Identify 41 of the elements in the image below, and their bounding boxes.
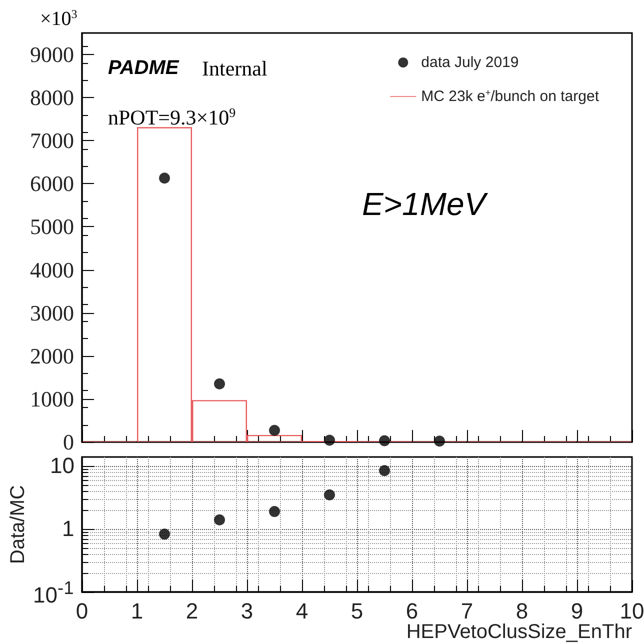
x-tick-label: 10: [620, 598, 644, 624]
y-tick-label: 10$^{-1}$: [33, 576, 74, 607]
point: [269, 506, 280, 518]
x-tick-label: 3: [240, 598, 254, 624]
y-tick-label: 6000: [30, 171, 74, 196]
y-tick-label: 1: [62, 516, 74, 542]
y-tick-label: 1000: [30, 386, 74, 412]
x-tick-label: 6: [406, 598, 418, 624]
x-tick-label: 9: [570, 598, 584, 624]
point: [214, 514, 225, 526]
y-axis-title: Data/MC: [7, 485, 29, 564]
x-tick-label: 8: [516, 598, 528, 624]
x-tick-label: 7: [460, 598, 474, 624]
x-tick-label: 4: [296, 598, 308, 624]
x-tick-label: 1: [130, 598, 144, 624]
point: [379, 465, 390, 476]
annotation: Internal: [202, 56, 268, 80]
y-tick-label: 10: [50, 453, 74, 478]
x-axis-title: HEPVetoClusSize_EnThr: [406, 621, 632, 643]
y-tick-label: 7000: [30, 128, 74, 154]
point: [379, 435, 390, 446]
y-tick-label: 8000: [30, 85, 74, 110]
point: [434, 436, 445, 447]
point: [324, 434, 335, 446]
y-tick-label: 3000: [30, 300, 74, 326]
x-tick-label: 5: [350, 598, 364, 624]
annotation: E>1MeV: [362, 186, 488, 222]
y-tick-label: 4000: [30, 257, 74, 282]
y-tick-label: 5000: [30, 214, 74, 240]
legend-label: data July 2019: [421, 54, 519, 71]
point: [214, 378, 225, 390]
x-tick-label: 2: [186, 598, 198, 624]
point: [324, 489, 335, 500]
y-tick-label: 0: [63, 430, 74, 454]
point: [159, 528, 170, 540]
annotation: PADME: [108, 57, 180, 79]
point: [269, 424, 280, 436]
y-tick-label: 9000: [30, 42, 74, 68]
legend-label: MC 23k e+/bunch on target: [421, 88, 600, 105]
y-tick-label: 2000: [30, 343, 74, 368]
point: [159, 172, 170, 184]
